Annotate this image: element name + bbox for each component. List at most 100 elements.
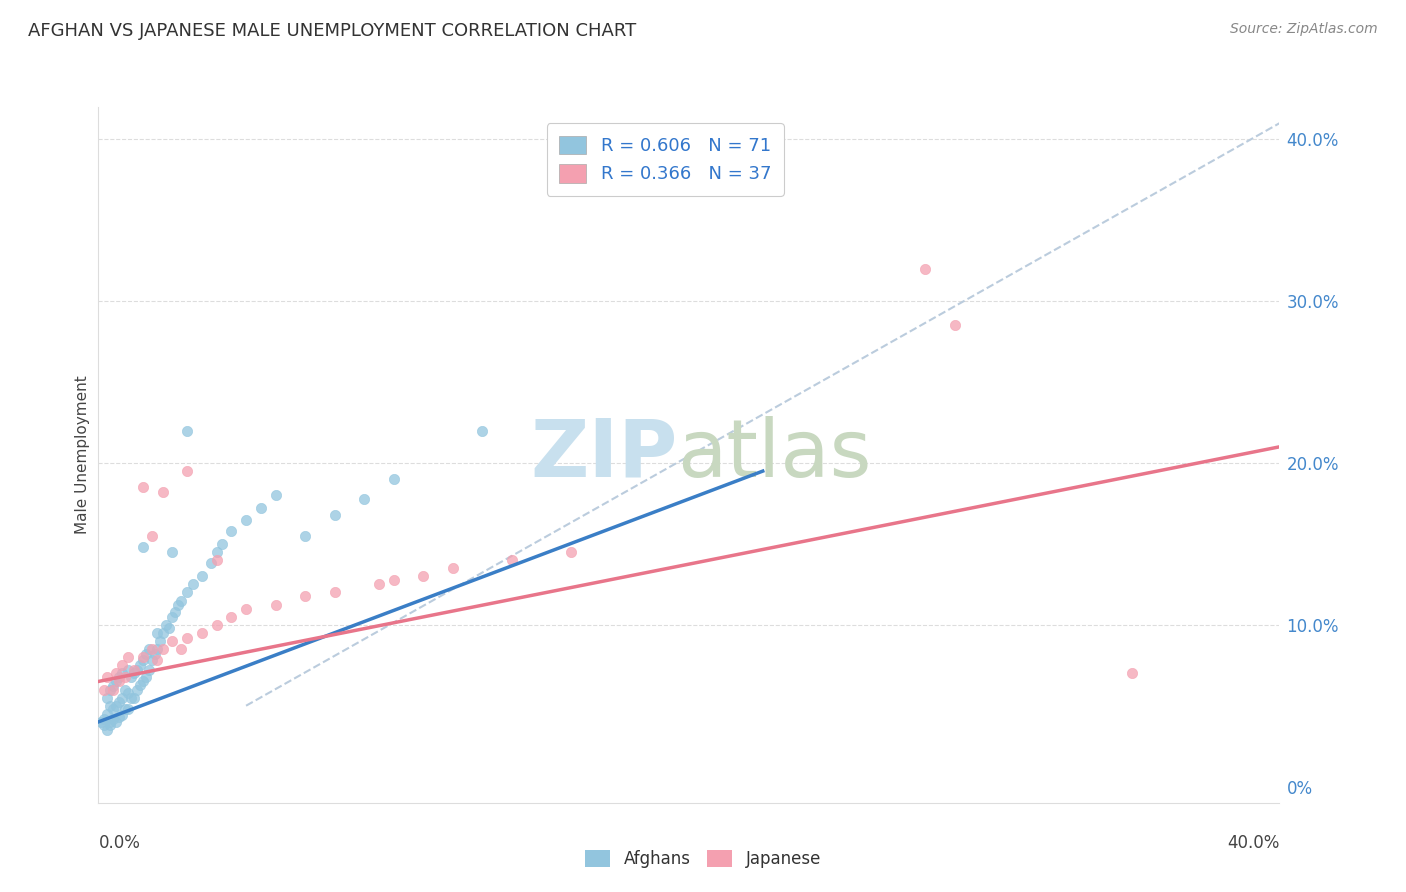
Point: [176, 464, 198, 478]
Point: [132, 653, 155, 667]
Point: [135, 670, 157, 684]
Point: [191, 569, 214, 583]
Point: [128, 658, 150, 673]
Point: [105, 666, 128, 681]
Point: [162, 545, 183, 559]
Point: [135, 647, 157, 661]
Point: [103, 682, 125, 697]
Point: [149, 634, 172, 648]
Point: [120, 690, 142, 705]
Text: 40.0%: 40.0%: [1227, 834, 1279, 852]
Point: [471, 424, 494, 438]
Point: [353, 491, 375, 506]
Point: [103, 702, 125, 716]
Point: [117, 663, 139, 677]
Point: [323, 585, 346, 599]
Point: [165, 605, 187, 619]
Point: [96, 706, 118, 721]
Point: [122, 663, 145, 677]
Point: [191, 626, 214, 640]
Point: [117, 702, 139, 716]
Point: [152, 626, 174, 640]
Text: Source: ZipAtlas.com: Source: ZipAtlas.com: [1230, 22, 1378, 37]
Point: [132, 540, 155, 554]
Point: [170, 593, 193, 607]
Point: [132, 480, 155, 494]
Text: ZIP: ZIP: [530, 416, 678, 494]
Point: [162, 609, 183, 624]
Point: [125, 682, 148, 697]
Point: [96, 690, 118, 705]
Point: [143, 647, 166, 661]
Point: [141, 653, 163, 667]
Point: [105, 698, 128, 713]
Point: [146, 653, 169, 667]
Point: [98, 718, 121, 732]
Point: [108, 670, 131, 684]
Point: [250, 501, 273, 516]
Point: [132, 674, 155, 689]
Point: [157, 621, 180, 635]
Point: [93, 718, 115, 732]
Point: [111, 708, 134, 723]
Point: [323, 508, 346, 522]
Point: [152, 642, 174, 657]
Point: [103, 712, 125, 726]
Point: [200, 557, 222, 571]
Point: [205, 617, 228, 632]
Point: [103, 679, 125, 693]
Point: [219, 609, 242, 624]
Point: [235, 601, 257, 615]
Point: [141, 529, 163, 543]
Point: [138, 663, 160, 677]
Point: [152, 485, 174, 500]
Point: [264, 599, 287, 613]
Point: [176, 585, 198, 599]
Point: [90, 714, 112, 729]
Text: AFGHAN VS JAPANESE MALE UNEMPLOYMENT CORRELATION CHART: AFGHAN VS JAPANESE MALE UNEMPLOYMENT COR…: [28, 22, 637, 40]
Point: [441, 561, 464, 575]
Point: [114, 682, 136, 697]
Point: [120, 670, 142, 684]
Point: [108, 710, 131, 724]
Point: [235, 513, 257, 527]
Point: [108, 696, 131, 710]
Point: [122, 666, 145, 681]
Point: [111, 658, 134, 673]
Point: [138, 642, 160, 657]
Point: [141, 642, 163, 657]
Point: [111, 690, 134, 705]
Point: [914, 261, 936, 276]
Point: [1121, 666, 1143, 681]
Point: [382, 472, 405, 486]
Point: [943, 318, 966, 333]
Y-axis label: Male Unemployment: Male Unemployment: [75, 376, 90, 534]
Point: [205, 553, 228, 567]
Text: 0.0%: 0.0%: [98, 834, 141, 852]
Point: [117, 650, 139, 665]
Point: [294, 589, 316, 603]
Point: [96, 723, 118, 737]
Point: [146, 642, 169, 657]
Point: [108, 674, 131, 689]
Text: atlas: atlas: [678, 416, 872, 494]
Point: [105, 714, 128, 729]
Point: [98, 682, 121, 697]
Point: [146, 626, 169, 640]
Point: [167, 599, 190, 613]
Point: [162, 634, 183, 648]
Point: [368, 577, 391, 591]
Point: [176, 631, 198, 645]
Point: [128, 678, 150, 692]
Point: [93, 712, 115, 726]
Point: [114, 670, 136, 684]
Point: [181, 577, 204, 591]
Point: [176, 424, 198, 438]
Point: [114, 702, 136, 716]
Point: [105, 674, 128, 689]
Point: [264, 488, 287, 502]
Point: [205, 545, 228, 559]
Legend: R = 0.606   N = 71, R = 0.366   N = 37: R = 0.606 N = 71, R = 0.366 N = 37: [547, 123, 785, 196]
Point: [382, 573, 405, 587]
Point: [294, 529, 316, 543]
